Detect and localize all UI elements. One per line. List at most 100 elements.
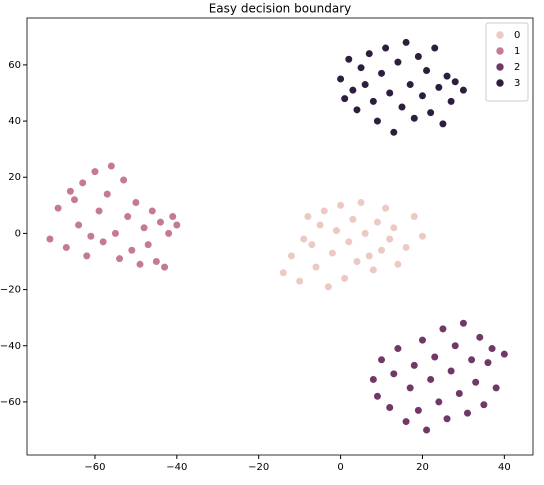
point	[373, 392, 382, 401]
point	[471, 378, 480, 387]
legend-label: 1	[514, 46, 520, 57]
y-tick-label: −20	[0, 285, 21, 296]
point	[139, 223, 149, 232]
point	[401, 243, 411, 252]
point	[103, 189, 112, 199]
point	[459, 86, 468, 95]
point	[455, 389, 464, 398]
legend-label: 2	[514, 62, 520, 73]
point	[393, 260, 403, 269]
point	[467, 355, 476, 364]
point	[356, 63, 366, 72]
point	[70, 195, 79, 204]
point	[307, 240, 317, 249]
point	[115, 254, 124, 263]
point	[344, 237, 353, 246]
point	[438, 324, 448, 333]
point	[447, 366, 456, 376]
point	[393, 344, 403, 353]
legend-marker	[495, 62, 505, 72]
point	[135, 260, 145, 269]
point	[361, 80, 370, 89]
point	[340, 94, 349, 103]
point	[487, 344, 497, 353]
point	[54, 204, 63, 213]
point	[459, 319, 468, 328]
point	[418, 336, 427, 345]
point	[164, 229, 173, 238]
y-tick-label: 60	[8, 60, 21, 71]
point	[303, 212, 312, 221]
point	[492, 383, 501, 392]
point	[172, 220, 181, 230]
point	[45, 234, 55, 244]
point	[78, 178, 87, 187]
point	[352, 257, 362, 266]
point	[434, 83, 443, 92]
x-tick-label: 40	[498, 462, 511, 473]
point	[385, 234, 394, 244]
point	[299, 234, 308, 244]
point	[336, 201, 345, 210]
point	[377, 69, 386, 78]
point	[414, 52, 423, 61]
point	[438, 119, 448, 128]
point	[410, 212, 419, 221]
point	[328, 248, 337, 258]
point	[377, 355, 386, 364]
point	[86, 232, 95, 241]
point	[111, 229, 120, 238]
point	[99, 237, 108, 246]
plot-area	[26, 17, 534, 456]
legend-label: 3	[514, 78, 520, 89]
point	[369, 97, 378, 106]
point	[123, 212, 132, 221]
point	[483, 358, 493, 367]
point	[131, 198, 140, 207]
legend-marker	[495, 78, 505, 88]
point	[389, 369, 398, 378]
point	[119, 175, 128, 185]
point	[426, 108, 435, 117]
point	[373, 218, 382, 227]
point	[316, 220, 325, 230]
point	[148, 206, 157, 216]
point	[442, 414, 452, 423]
point	[434, 397, 443, 407]
point	[393, 57, 403, 67]
point	[430, 352, 439, 362]
point	[107, 161, 116, 171]
point	[422, 425, 431, 435]
point	[320, 206, 329, 216]
point	[389, 128, 398, 137]
point	[381, 43, 390, 53]
point	[389, 223, 398, 232]
point	[426, 375, 435, 384]
point	[340, 274, 349, 283]
x-tick-label: −60	[84, 462, 105, 473]
point	[369, 265, 378, 275]
point	[385, 88, 394, 98]
point	[62, 243, 71, 252]
x-tick-label: 20	[416, 462, 429, 473]
x-tick-label: 0	[337, 462, 343, 473]
point	[377, 246, 386, 255]
point	[90, 167, 100, 176]
point	[352, 105, 362, 114]
point	[287, 251, 296, 260]
point	[168, 212, 177, 221]
legend-marker	[495, 30, 505, 40]
point	[144, 240, 153, 249]
point	[152, 257, 161, 266]
point	[463, 409, 472, 418]
point	[401, 417, 411, 426]
point	[475, 333, 484, 342]
point	[311, 263, 321, 272]
point	[430, 43, 439, 53]
y-tick-label: 20	[8, 172, 21, 183]
legend-box	[485, 22, 529, 102]
point	[295, 277, 304, 286]
point	[356, 198, 366, 207]
point	[279, 268, 288, 277]
